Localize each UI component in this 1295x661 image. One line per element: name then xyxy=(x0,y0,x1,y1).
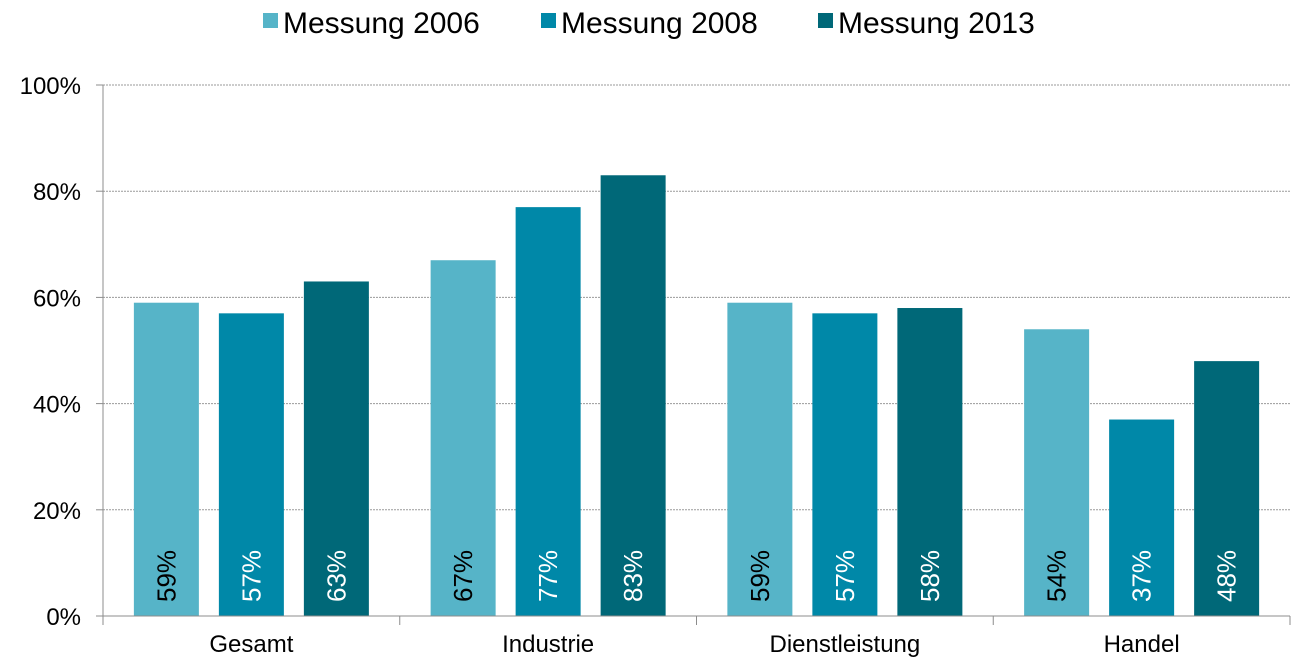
y-tick-label: 40% xyxy=(33,392,81,419)
bar xyxy=(133,302,199,616)
data-label: 48% xyxy=(1212,550,1242,602)
data-label: 59% xyxy=(745,550,775,602)
y-tick-label: 20% xyxy=(33,498,81,525)
legend-label-2013: Messung 2013 xyxy=(838,7,1035,40)
y-tick-label: 60% xyxy=(33,285,81,312)
data-label: 67% xyxy=(448,550,478,602)
category-label: Gesamt xyxy=(209,631,293,658)
data-label: 57% xyxy=(236,550,266,602)
y-tick-label: 80% xyxy=(33,179,81,206)
data-label: 54% xyxy=(1042,550,1072,602)
bar xyxy=(1194,361,1260,616)
data-label: 59% xyxy=(151,550,181,602)
bars: 59% 67% 59% 54% 57% 77% 57% 37% 63% 83% 58% 48% xyxy=(133,175,1260,616)
bar xyxy=(1109,419,1175,616)
y-axis: 0% 20% 40% 60% 80% 100% xyxy=(20,73,104,631)
legend-swatch-2006 xyxy=(263,13,278,28)
bar xyxy=(600,175,666,616)
data-label: 57% xyxy=(830,550,860,602)
data-label: 83% xyxy=(618,550,648,602)
category-label: Industrie xyxy=(502,631,594,658)
legend-label-2008: Messung 2008 xyxy=(561,7,758,40)
chart-legend: Messung 2006 Messung 2008 Messung 2013 xyxy=(263,7,1035,40)
bar xyxy=(515,207,581,616)
bar xyxy=(303,281,369,616)
legend-swatch-2008 xyxy=(541,13,556,28)
bar xyxy=(1024,329,1090,616)
bar xyxy=(897,308,963,616)
legend-swatch-2013 xyxy=(818,13,833,28)
data-label: 58% xyxy=(915,550,945,602)
data-label: 77% xyxy=(533,550,563,602)
bar xyxy=(812,313,878,616)
category-label: Handel xyxy=(1104,631,1180,658)
x-axis: Gesamt Industrie Dienstleistung Handel xyxy=(102,615,1291,658)
bar xyxy=(218,313,284,616)
data-label: 37% xyxy=(1127,550,1157,602)
bar xyxy=(727,302,793,616)
data-label: 63% xyxy=(321,550,351,602)
bar xyxy=(430,260,496,616)
category-label: Dienstleistung xyxy=(770,631,921,658)
y-tick-label: 100% xyxy=(20,73,81,100)
legend-label-2006: Messung 2006 xyxy=(283,7,480,40)
y-tick-label: 0% xyxy=(46,604,81,631)
